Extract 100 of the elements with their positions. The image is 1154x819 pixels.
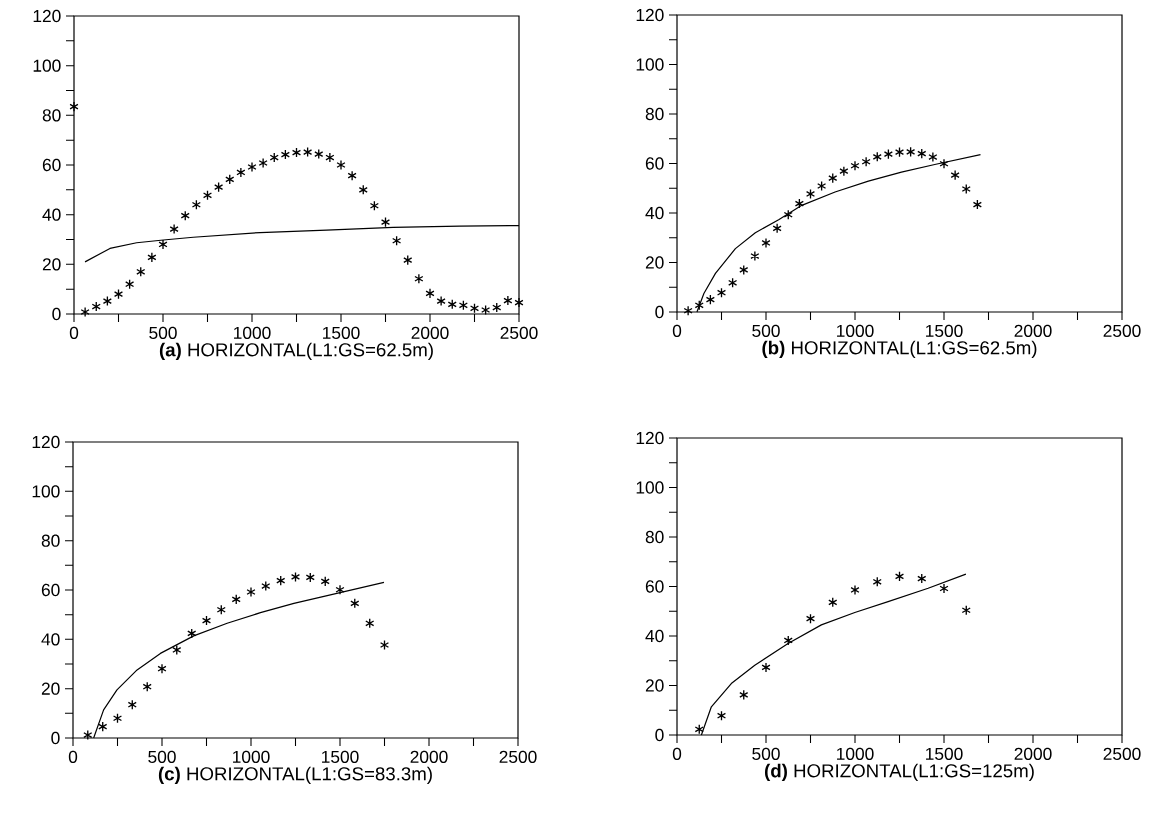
point <box>83 729 93 741</box>
point <box>191 199 201 210</box>
point <box>379 639 390 651</box>
x-tick-label: 2000 <box>1014 747 1052 760</box>
y-tick-label: 0 <box>52 307 61 321</box>
y-tick-label: 20 <box>42 258 61 271</box>
y-tick-label: 100 <box>636 481 664 494</box>
x-tick-label: 1000 <box>233 750 270 763</box>
point <box>369 200 379 211</box>
point <box>80 306 90 318</box>
y-tick-label: 80 <box>42 109 61 122</box>
point <box>335 584 345 595</box>
point <box>425 288 435 299</box>
point <box>481 304 491 316</box>
x-tick-label: 0 <box>68 750 78 763</box>
x-tick-label: 1000 <box>837 747 874 760</box>
point <box>906 146 916 158</box>
point <box>350 598 360 609</box>
point <box>102 295 112 307</box>
x-tick-label: 2500 <box>500 326 538 339</box>
point <box>503 295 513 306</box>
y-tick-label: 80 <box>645 530 664 544</box>
x-tick-label: 1500 <box>322 750 359 763</box>
y-tick-label: 120 <box>636 8 664 22</box>
point <box>716 287 727 298</box>
point <box>269 152 279 163</box>
point <box>817 180 827 192</box>
point <box>794 198 804 209</box>
point <box>291 147 302 158</box>
point <box>950 169 960 181</box>
y-tick-label: 120 <box>32 435 60 449</box>
point <box>805 188 816 200</box>
y-tick-label: 20 <box>41 682 60 695</box>
point <box>469 303 480 314</box>
x-tick-label: 500 <box>149 326 177 339</box>
point <box>258 157 268 169</box>
point <box>850 584 860 596</box>
point <box>436 295 446 307</box>
point <box>850 160 860 171</box>
point <box>158 239 168 250</box>
point <box>125 279 135 290</box>
point <box>157 663 167 674</box>
x-tick-label: 1000 <box>837 324 874 337</box>
y-tick-label: 20 <box>645 679 664 692</box>
point <box>336 159 346 171</box>
point <box>750 250 760 262</box>
y-tick-label: 40 <box>645 206 664 220</box>
point <box>739 264 749 276</box>
point <box>805 613 816 624</box>
point <box>783 635 793 646</box>
point <box>447 299 457 310</box>
x-tick-label: 0 <box>672 747 682 760</box>
x-tick-label: 2500 <box>1103 324 1141 337</box>
y-tick-label: 60 <box>645 580 664 593</box>
point <box>772 223 782 234</box>
y-tick-label: 100 <box>33 59 61 72</box>
y-tick-label: 40 <box>42 208 61 221</box>
x-tick-label: 2500 <box>1103 747 1141 760</box>
y-tick-label: 0 <box>655 728 664 742</box>
point <box>246 586 256 598</box>
point <box>365 618 375 629</box>
point <box>939 158 949 169</box>
point <box>783 209 793 220</box>
point <box>147 252 157 263</box>
point <box>180 210 190 221</box>
point <box>683 305 693 316</box>
point <box>276 575 286 586</box>
text: (b) HORIZONTAL(L1:GS=62.5m) <box>762 340 1037 359</box>
point <box>894 146 905 158</box>
x-tick-label: 2000 <box>1014 324 1052 337</box>
point <box>303 146 313 158</box>
point <box>761 662 771 673</box>
point <box>358 184 368 196</box>
point <box>280 149 290 160</box>
text: (d) HORIZONTAL(L1:GS=125m) <box>764 763 1034 782</box>
y-tick-label: 100 <box>636 58 664 71</box>
x-tick-label: 1500 <box>926 324 963 337</box>
x-tick-label: 500 <box>148 750 176 763</box>
x-tick-label: 1500 <box>323 326 360 339</box>
text: (c) HORIZONTAL(L1:GS=83.3m) <box>158 766 432 785</box>
point <box>112 713 123 724</box>
point <box>69 101 79 112</box>
point <box>716 710 727 721</box>
y-tick-label: 20 <box>645 256 664 269</box>
point <box>458 300 468 311</box>
point <box>113 288 124 300</box>
point <box>872 576 882 587</box>
point <box>216 604 226 615</box>
point <box>347 170 357 181</box>
text: (a) HORIZONTAL(L1:GS=62.5m) <box>159 342 433 361</box>
point <box>305 572 315 583</box>
y-tick-label: 100 <box>32 485 60 498</box>
point <box>961 183 971 195</box>
point <box>261 580 271 592</box>
point <box>127 699 137 710</box>
point <box>761 237 771 249</box>
point <box>492 302 502 313</box>
point <box>201 615 212 626</box>
y-tick-label: 120 <box>636 431 664 445</box>
point <box>236 167 246 178</box>
